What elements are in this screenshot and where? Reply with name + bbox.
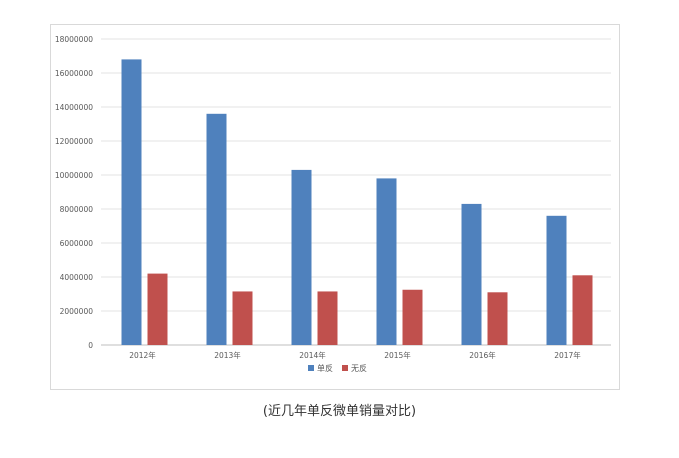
x-tick-label: 2014年 [299,350,326,360]
y-tick-label: 10000000 [55,171,93,180]
x-tick-label: 2016年 [469,350,496,360]
bar-series-2 [402,289,423,345]
bar-series-1 [121,59,142,346]
x-tick-label: 2015年 [384,350,411,360]
x-tick-label: 2013年 [214,350,241,360]
y-tick-label: 8000000 [60,205,94,214]
bar-chart: 0 2000000 4000000 6000000 8000000 10000000 120… [55,35,611,373]
bar-series-1 [291,169,312,345]
x-tick-label: 2012年 [129,350,156,360]
bar-series-2 [317,291,338,345]
y-tick-label: 18000000 [55,35,93,44]
bar-series-1 [206,113,227,345]
legend-label-series-2: 无反 [351,363,367,373]
bar-series-2 [572,275,593,345]
bar-series-2 [487,292,508,345]
y-tick-label: 4000000 [60,273,94,282]
bar-series-1 [461,203,482,345]
y-tick-label: 12000000 [55,137,93,146]
legend-label-series-1: 单反 [317,363,333,373]
y-tick-label: 6000000 [60,239,94,248]
bar-series-1 [546,215,567,345]
chart-card: 0 2000000 4000000 6000000 8000000 10000000 120… [50,24,620,390]
bar-series-2 [232,291,253,345]
x-tick-label: 2017年 [554,350,581,360]
legend-swatch-series-2 [342,365,348,371]
bar-series-2 [147,273,168,345]
bar-series-1 [376,178,397,345]
legend-swatch-series-1 [308,365,314,371]
y-tick-label: 2000000 [60,307,94,316]
y-tick-label: 0 [88,341,93,350]
y-tick-label: 14000000 [55,103,93,112]
y-tick-label: 16000000 [55,69,93,78]
chart-caption: (近几年单反微单销量对比) [262,404,417,419]
